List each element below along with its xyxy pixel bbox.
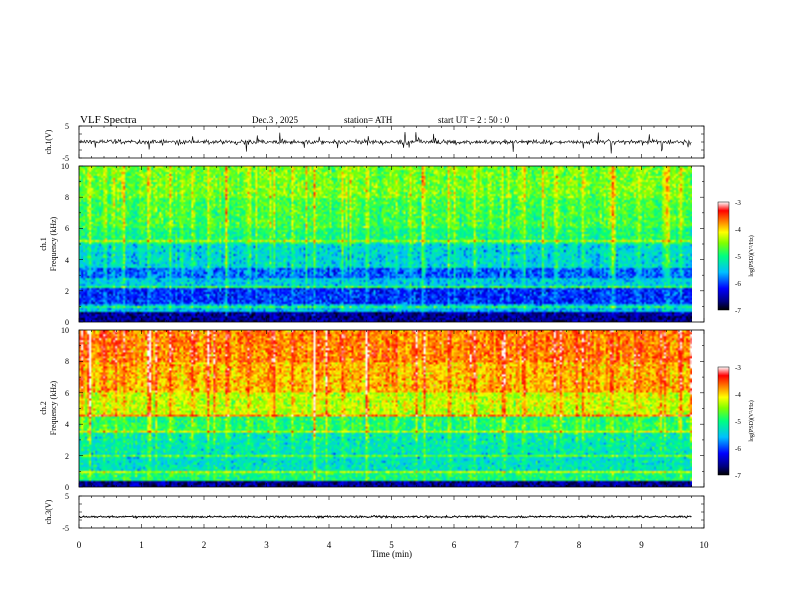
time-tick-7: 7 xyxy=(514,540,519,550)
ch2-colorbar-gradient xyxy=(717,366,730,476)
ch1-freq-tick-4: 4 xyxy=(65,256,69,265)
figure-title: VLF Spectra xyxy=(80,114,137,126)
ch2-colorbar: -3 -4 -5 -6 -7 log(PSD)(V²/Hz) xyxy=(717,364,755,480)
ch3-ytick-bottom: -5 xyxy=(62,524,69,533)
ch1-ytick-top: 5 xyxy=(65,122,69,131)
time-tick-10: 10 xyxy=(700,540,710,550)
ch1-waveform-trace xyxy=(79,131,692,154)
axis-ticks xyxy=(78,125,705,529)
ch2-colorbar-tick-m4: -4 xyxy=(735,391,741,399)
time-tick-0: 0 xyxy=(77,540,82,550)
ch1-waveform-panel: 5 -5 ch.1(V) xyxy=(44,122,705,163)
time-tick-5: 5 xyxy=(389,540,394,550)
header-start-time: start UT = 2 : 50 : 0 xyxy=(438,115,510,125)
ch1-colorbar-label: log(PSD)(V²/Hz) xyxy=(748,235,755,276)
ch2-colorbar-tick-m3: -3 xyxy=(735,364,741,372)
ch1-freq-tick-0: 0 xyxy=(65,318,69,327)
ch2-spectrogram-ylabel-frequency: Frequency (kHz) xyxy=(49,380,58,435)
ch1-freq-tick-2: 2 xyxy=(65,287,69,296)
ch2-spectrogram-image xyxy=(79,330,692,487)
ch3-waveform-panel: 5 -5 ch.3(V) xyxy=(44,492,705,533)
ch1-colorbar-tick-m3: -3 xyxy=(735,199,741,207)
ch1-freq-tick-8: 8 xyxy=(65,193,69,202)
ch2-colorbar-tick-m5: -5 xyxy=(735,418,741,426)
ch3-waveform-frame xyxy=(78,495,705,529)
ch1-freq-tick-10: 10 xyxy=(61,162,69,171)
ch2-freq-tick-6: 6 xyxy=(65,389,69,398)
ch1-waveform-ylabel: ch.1(V) xyxy=(44,129,53,154)
ch1-spectrogram-panel: 0 2 4 6 8 10 ch.1 Frequency (kHz) xyxy=(39,162,705,327)
ch2-freq-tick-8: 8 xyxy=(65,357,69,366)
time-axis-label: Time (min) xyxy=(371,549,412,559)
ch2-spectrogram-ylabel-channel: ch.2 xyxy=(39,401,48,415)
ch1-colorbar-tick-m6: -6 xyxy=(735,280,741,288)
time-tick-9: 9 xyxy=(639,540,644,550)
header-date: Dec.3 , 2025 xyxy=(252,115,298,125)
ch2-freq-tick-4: 4 xyxy=(65,420,69,429)
ch2-freq-tick-2: 2 xyxy=(65,452,69,461)
time-tick-8: 8 xyxy=(577,540,582,550)
ch1-colorbar-tick-m4: -4 xyxy=(735,226,741,234)
ch1-colorbar: -3 -4 -5 -6 -7 log(PSD)(V²/Hz) xyxy=(717,199,755,315)
ch2-colorbar-tick-m7: -7 xyxy=(735,472,741,480)
ch1-spectrogram-ylabel-frequency: Frequency (kHz) xyxy=(49,216,58,271)
ch3-waveform-ylabel: ch.3(V) xyxy=(44,499,53,524)
ch2-freq-tick-0: 0 xyxy=(65,483,69,492)
ch1-colorbar-gradient xyxy=(717,201,730,311)
time-tick-3: 3 xyxy=(264,540,269,550)
time-tick-2: 2 xyxy=(202,540,207,550)
time-tick-1: 1 xyxy=(139,540,144,550)
ch2-colorbar-tick-m6: -6 xyxy=(735,445,741,453)
ch1-ytick-bottom: -5 xyxy=(62,154,69,163)
ch1-colorbar-tick-m5: -5 xyxy=(735,253,741,261)
ch1-spectrogram-ylabel-channel: ch.1 xyxy=(39,237,48,251)
time-axis: 0 1 2 3 4 5 6 7 8 9 10 Time (min) xyxy=(77,540,709,559)
ch1-colorbar-tick-m7: -7 xyxy=(735,307,741,315)
time-tick-4: 4 xyxy=(327,540,332,550)
ch3-ytick-top: 5 xyxy=(65,492,69,501)
time-tick-6: 6 xyxy=(452,540,457,550)
ch3-waveform-trace xyxy=(79,514,692,520)
header-station: station= ATH xyxy=(344,115,393,125)
ch1-spectrogram-image xyxy=(79,166,692,322)
ch2-colorbar-label: log(PSD)(V²/Hz) xyxy=(748,400,755,441)
ch1-freq-tick-6: 6 xyxy=(65,224,69,233)
ch2-freq-tick-10: 10 xyxy=(61,326,69,335)
ch2-spectrogram-panel: 0 2 4 6 8 10 ch.2 Frequency (kHz) xyxy=(39,326,705,492)
